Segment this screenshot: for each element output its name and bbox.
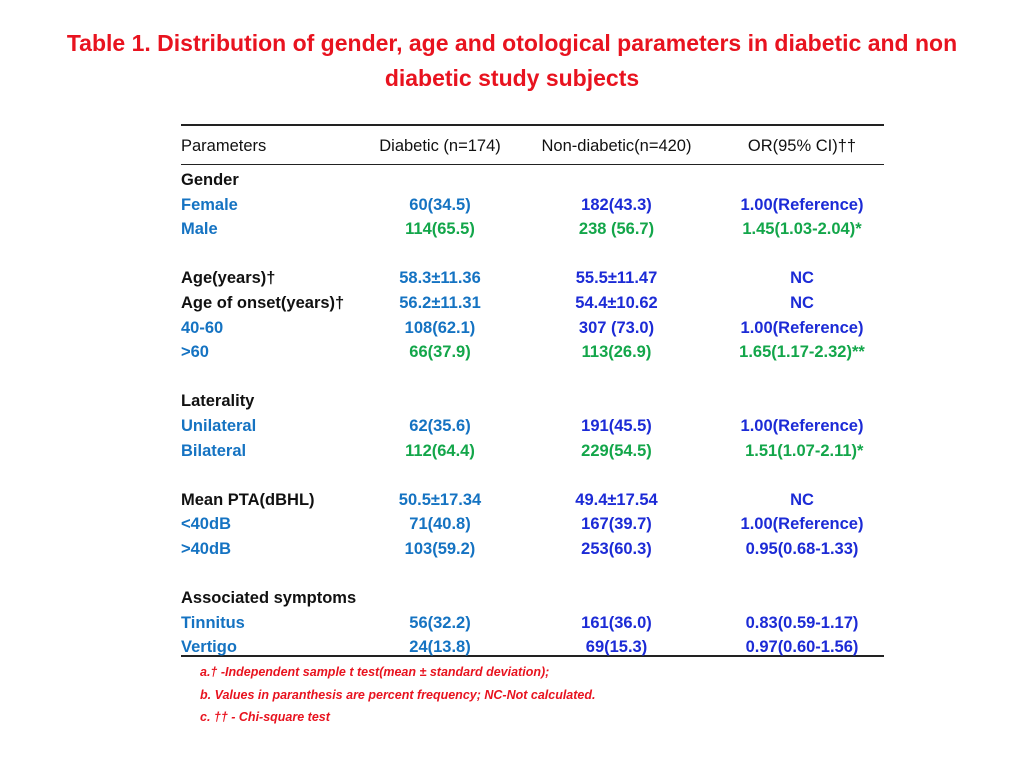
row-2-odds-ratio-cell: 1.45(1.03-2.04)* [742,220,862,239]
row-19-parameter-cell: Vertigo [181,638,237,657]
footnote-b: b. Values in paranthesis are percent fre… [200,687,596,702]
row-13-diabetic-cell: 50.5±17.34 [398,490,482,509]
row-11-odds-ratio-cell: 1.51(1.07-2.11)* [740,441,864,460]
table-title: Table 1. Distribution of gender, age and… [0,26,1024,96]
row-14-parameter-cell: <40dB [181,515,231,534]
row-13-non-diabetic-cell: 49.4±17.54 [575,490,658,509]
header-parameters: Parameters [181,137,267,155]
header-odds-ratio: OR(95% CI)†† [747,137,857,155]
row-19-odds-ratio-cell: 0.97(0.60-1.56) [745,638,859,657]
row-18-parameter-cell: Tinnitus [181,613,245,632]
row-4-diabetic-cell: 58.3±11.36 [399,269,481,288]
row-18-odds-ratio-cell: 0.83(0.59-1.17) [745,613,859,632]
title-line-1: Table 1. Distribution of gender, age and… [66,30,958,56]
row-19-non-diabetic-cell: 69(15.3) [585,638,648,657]
row-11-parameter-cell: Bilateral [181,441,247,460]
row-4-non-diabetic-cell: 55.5±11.47 [575,269,658,288]
row-10-diabetic-cell: 62(35.6) [409,417,471,435]
row-18-diabetic-cell: 56(32.2) [409,613,471,632]
row-4-parameter-cell: Age(years)† [181,269,276,288]
row-7-odds-ratio-cell: 1.65(1.17-2.32)** [739,343,865,362]
row-10-odds-ratio-cell: 1.00(Reference) [740,417,864,435]
row-6-parameter-cell: 40-60 [181,318,224,337]
footnote-c: c. †† - Chi-square test [200,710,330,724]
row-2-parameter-cell: Male [181,220,218,239]
row-9-parameter-cell: Laterality [181,392,255,411]
row-6-diabetic-cell: 108(62.1) [404,318,476,337]
row-7-non-diabetic-cell: 113(26.9) [581,343,652,362]
row-15-odds-ratio-cell: 0.95(0.68-1.33) [745,540,859,558]
row-5-non-diabetic-cell: 54.4±10.62 [575,294,658,312]
row-1-parameter-cell: Female [181,195,238,214]
row-7-parameter-cell: >60 [181,343,209,362]
footnote-a: a.† -Independent sample t test(mean ± st… [200,665,550,679]
row-14-non-diabetic-cell: 167(39.7) [581,515,652,534]
row-13-parameter-cell: Mean PTA(dBHL) [181,490,315,509]
row-1-diabetic-cell: 60(34.5) [409,195,471,214]
row-2-diabetic-cell: 114(65.5) [405,220,475,239]
row-13-odds-ratio-cell: NC [790,490,814,509]
row-1-odds-ratio-cell: 1.00(Reference) [740,195,864,214]
row-15-parameter-cell: >40dB [181,540,231,558]
header-diabetic: Diabetic (n=174) [379,137,501,155]
row-1-non-diabetic-cell: 182(43.3) [581,195,652,214]
row-5-parameter-cell: Age of onset(years)† [181,294,345,312]
row-0-parameter-cell: Gender [181,171,239,189]
header-non-diabetic: Non-diabetic(n=420) [541,137,692,155]
row-11-diabetic-cell: 112(64.4) [405,441,475,460]
row-5-odds-ratio-cell: NC [790,294,814,312]
row-18-non-diabetic-cell: 161(36.0) [581,613,652,632]
row-6-odds-ratio-cell: 1.00(Reference) [740,318,864,337]
row-10-non-diabetic-cell: 191(45.5) [581,417,652,435]
row-6-non-diabetic-cell: 307 (73.0) [578,318,655,337]
row-5-diabetic-cell: 56.2±11.31 [399,294,481,312]
header-divider [181,164,884,165]
row-10-parameter-cell: Unilateral [181,417,257,435]
title-line-2: diabetic study subjects [384,65,640,91]
row-15-diabetic-cell: 103(59.2) [404,540,476,558]
row-15-non-diabetic-cell: 253(60.3) [581,540,652,558]
row-7-diabetic-cell: 66(37.9) [409,343,471,362]
row-11-non-diabetic-cell: 229(54.5) [581,441,652,460]
row-2-non-diabetic-cell: 238 (56.7) [578,220,655,239]
row-14-odds-ratio-cell: 1.00(Reference) [740,515,864,534]
row-19-diabetic-cell: 24(13.8) [409,638,471,657]
table-footnotes: a.† -Independent sample t test(mean ± st… [200,661,595,729]
row-4-odds-ratio-cell: NC [790,269,814,288]
row-14-diabetic-cell: 71(40.8) [409,515,471,534]
data-table: Parameters Diabetic (n=174) Non-diabetic… [181,124,884,657]
row-17-parameter-cell: Associated symptoms [181,589,357,608]
